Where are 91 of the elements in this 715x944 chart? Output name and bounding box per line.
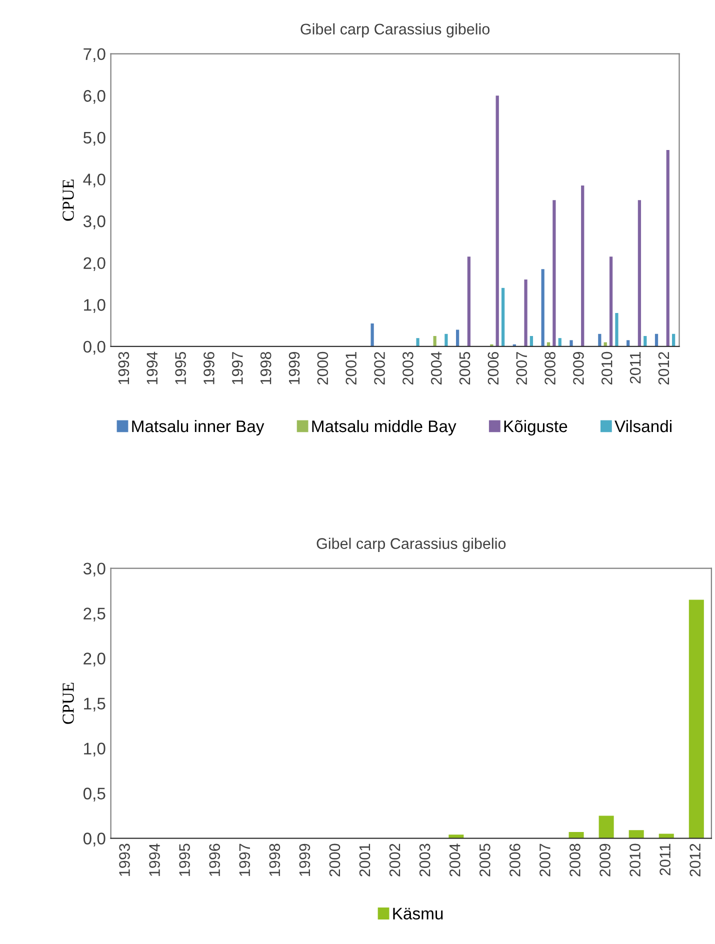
bar (444, 334, 448, 346)
bar (530, 336, 534, 346)
bar (628, 830, 644, 838)
bar (581, 185, 584, 346)
bar (541, 269, 544, 346)
y-tick-label: 2,0 (84, 257, 106, 272)
y-tick-label: 1,5 (84, 698, 106, 712)
bar (524, 280, 528, 346)
bar (609, 256, 613, 346)
x-tick-label: 2011 (630, 352, 641, 384)
bar (467, 256, 470, 346)
y-tick-label: 0,0 (83, 832, 106, 846)
x-tick-label: 2001 (359, 844, 370, 876)
x-tick-label: 2006 (510, 844, 520, 876)
bar (666, 150, 670, 346)
legend-label: Matsalu middle Bay (312, 420, 456, 436)
bar (672, 334, 676, 346)
x-tick-label: 1996 (209, 844, 220, 876)
x-tick-label: 1997 (239, 844, 250, 876)
chart-title: Gibel carp Carassius gibelio (300, 23, 490, 38)
x-tick-label: 2003 (402, 352, 414, 385)
x-tick-label: 1997 (232, 352, 243, 384)
x-tick-label: 2004 (430, 352, 442, 385)
bar (638, 200, 642, 346)
legend-label: Käsmu (393, 908, 443, 920)
x-tick-label: 2008 (570, 844, 580, 876)
y-tick-label: 7,0 (84, 48, 106, 62)
bar (501, 288, 505, 346)
bar (416, 338, 420, 346)
y-tick-label: 2,0 (84, 652, 106, 666)
bar (570, 340, 573, 346)
bar (433, 336, 436, 346)
x-tick-label: 1993 (119, 844, 130, 876)
x-tick-label: 2009 (573, 352, 584, 385)
x-tick-label: 1993 (118, 352, 130, 384)
bar (688, 600, 704, 838)
x-tick-label: 2010 (601, 352, 612, 385)
x-tick-label: 2003 (419, 844, 430, 876)
x-tick-label: 1994 (146, 352, 158, 384)
y-tick-label: 4,0 (83, 174, 106, 188)
x-tick-label: 1998 (269, 844, 280, 876)
y-tick-label: 5,0 (83, 132, 106, 146)
y-axis-title: CPUE (62, 682, 74, 724)
bar (496, 96, 499, 346)
bar (370, 323, 374, 346)
x-tick-label: 2012 (690, 844, 701, 876)
bar (644, 336, 647, 346)
x-tick-label: 2000 (329, 844, 340, 876)
x-tick-label: 2001 (346, 352, 357, 385)
y-tick-label: 2,5 (84, 608, 106, 622)
x-tick-label: 2000 (317, 352, 328, 385)
bar (598, 334, 602, 346)
bar (654, 334, 658, 346)
y-tick-label: 3,0 (83, 215, 106, 230)
x-tick-label: 2007 (540, 844, 550, 876)
legend-label: Kõiguste (504, 420, 568, 436)
bar (626, 340, 630, 346)
bar (615, 313, 618, 346)
y-tick-label: 3,0 (83, 562, 106, 576)
x-tick-label: 2010 (630, 844, 640, 876)
y-tick-label: 0,5 (83, 788, 106, 802)
x-tick-label: 2012 (658, 352, 670, 385)
bar (456, 330, 460, 346)
x-tick-label: 1996 (204, 352, 214, 384)
bar (598, 816, 614, 838)
x-tick-label: 1995 (179, 844, 190, 876)
x-tick-label: 2002 (389, 844, 400, 876)
x-tick-label: 1994 (149, 844, 160, 876)
x-tick-label: 1998 (260, 352, 272, 384)
x-tick-label: 2005 (479, 844, 490, 876)
x-tick-label: 2006 (488, 352, 499, 385)
x-tick-label: 2005 (459, 352, 470, 385)
x-tick-label: 2004 (449, 844, 460, 876)
y-tick-label: 1,0 (84, 299, 106, 313)
bar (558, 338, 562, 346)
y-tick-label: 1,0 (84, 742, 106, 756)
x-tick-label: 1995 (175, 352, 186, 384)
y-tick-label: 6,0 (84, 90, 106, 104)
x-tick-label: 2002 (374, 352, 385, 385)
x-tick-label: 2007 (516, 352, 528, 385)
y-axis-title: CPUE (62, 180, 74, 221)
chart-title: Gibel carp Carassius gibelio (316, 538, 506, 552)
x-tick-label: 2008 (544, 352, 556, 385)
x-tick-label: 2009 (600, 844, 610, 876)
y-tick-label: 0,0 (83, 340, 106, 355)
legend-label: Vilsandi (614, 420, 672, 432)
x-tick-label: 2011 (660, 844, 670, 876)
x-tick-label: 1999 (288, 352, 300, 384)
bar (552, 200, 556, 346)
x-tick-label: 1999 (299, 844, 310, 876)
legend-label: Matsalu inner Bay (132, 420, 264, 436)
